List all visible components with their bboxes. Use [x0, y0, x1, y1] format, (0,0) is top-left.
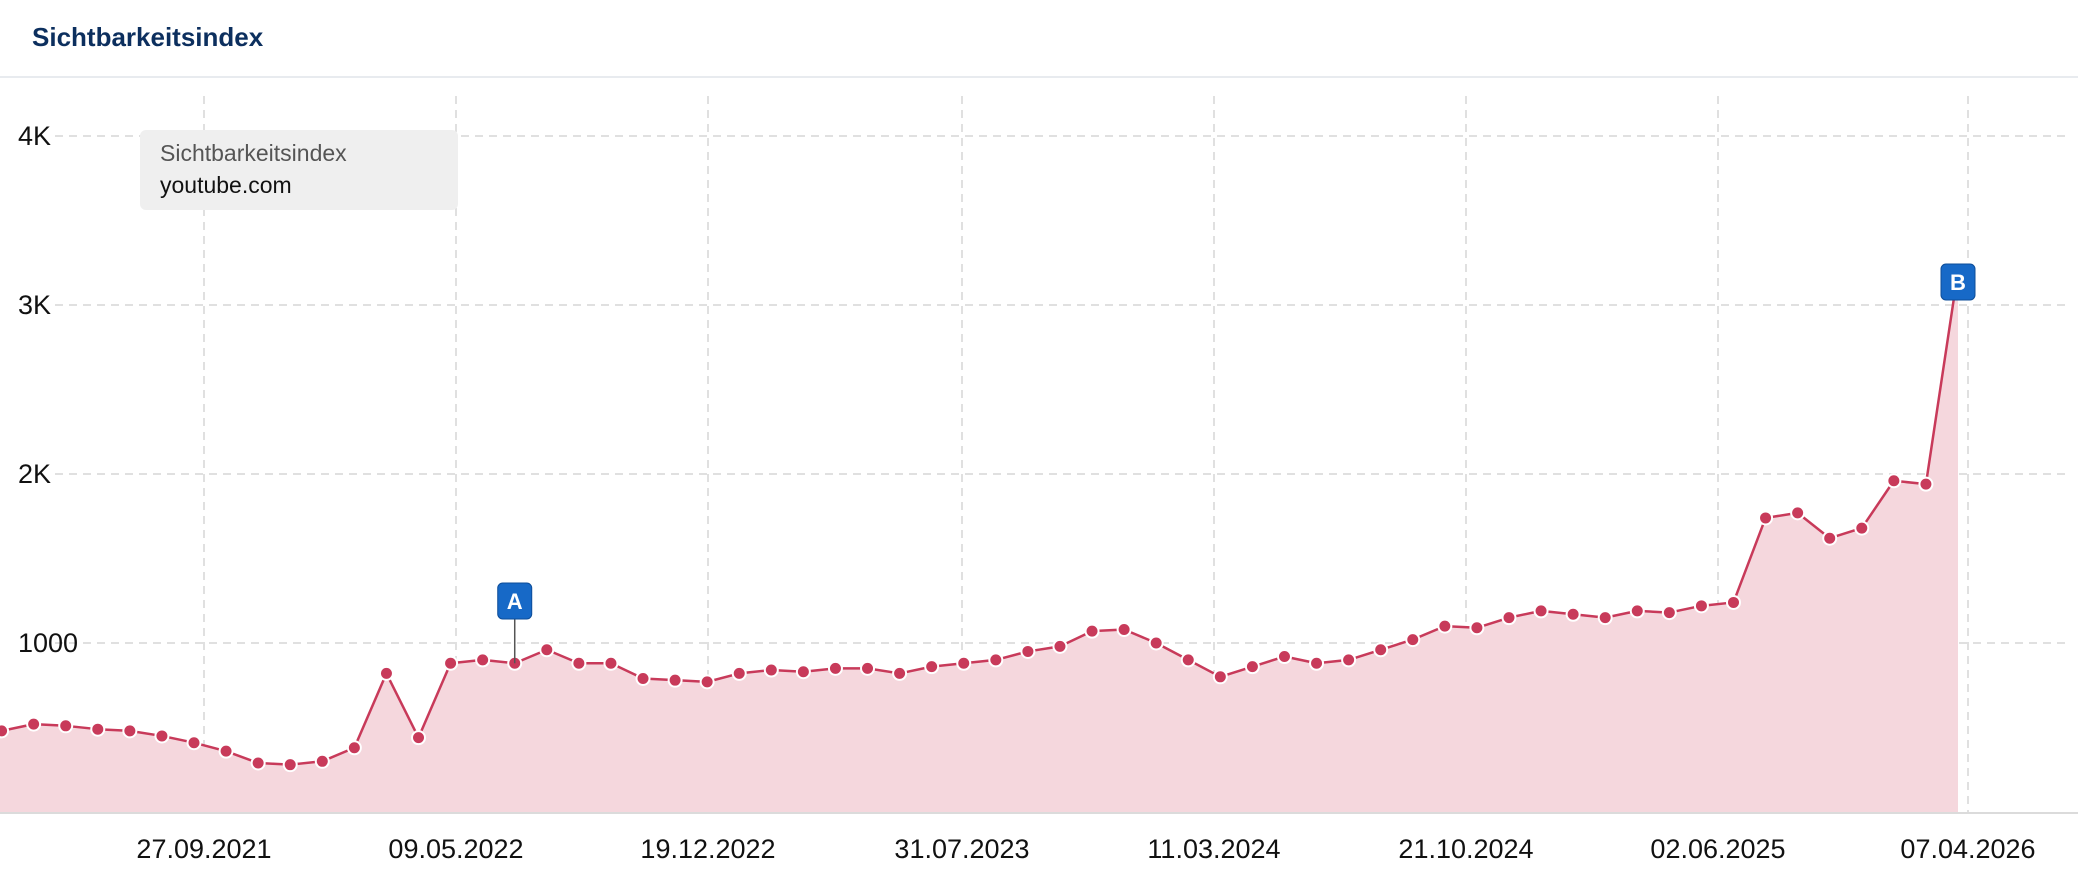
chart-title: Sichtbarkeitsindex	[32, 22, 264, 52]
data-point[interactable]	[1405, 632, 1421, 648]
data-point[interactable]	[1758, 510, 1774, 526]
data-point[interactable]	[1693, 598, 1709, 614]
data-point[interactable]	[314, 753, 330, 769]
y-tick-label: 4K	[18, 121, 51, 151]
data-point[interactable]	[1854, 520, 1870, 536]
series-area	[0, 271, 1958, 812]
data-point[interactable]	[1276, 649, 1292, 665]
annotation-marker-b[interactable]	[1940, 263, 1976, 301]
data-point[interactable]	[1020, 643, 1036, 659]
x-tick-label: 07.04.2026	[1900, 834, 2035, 864]
x-tick-label: 09.05.2022	[388, 834, 523, 864]
x-tick-label: 02.06.2025	[1650, 834, 1785, 864]
data-point[interactable]	[1116, 621, 1132, 637]
data-point[interactable]	[731, 665, 747, 681]
data-point[interactable]	[378, 665, 394, 681]
data-point[interactable]	[667, 672, 683, 688]
x-tick-label: 11.03.2024	[1147, 834, 1280, 864]
tooltip-domain: youtube.com	[160, 172, 292, 198]
y-tick-label: 1000	[18, 628, 78, 658]
data-point[interactable]	[1725, 594, 1741, 610]
x-tick-label: 21.10.2024	[1398, 834, 1533, 864]
data-point[interactable]	[699, 674, 715, 690]
tooltip-title: Sichtbarkeitsindex	[160, 140, 347, 166]
data-point[interactable]	[924, 659, 940, 675]
data-point[interactable]	[1661, 605, 1677, 621]
data-point[interactable]	[1084, 623, 1100, 639]
annotation-marker-a[interactable]	[497, 582, 533, 620]
data-point[interactable]	[1918, 476, 1934, 492]
data-point[interactable]	[58, 718, 74, 734]
data-point[interactable]	[411, 730, 427, 746]
data-point[interactable]	[1469, 620, 1485, 636]
data-point[interactable]	[539, 642, 555, 658]
data-point[interactable]	[1533, 603, 1549, 619]
data-point[interactable]	[1597, 610, 1613, 626]
data-point[interactable]	[1180, 652, 1196, 668]
data-point[interactable]	[1790, 505, 1806, 521]
y-tick-label: 3K	[18, 290, 51, 320]
annotation-label: A	[507, 589, 523, 614]
data-point[interactable]	[26, 716, 42, 732]
data-point[interactable]	[988, 652, 1004, 668]
data-point[interactable]	[1212, 669, 1228, 685]
data-point[interactable]	[1244, 659, 1260, 675]
data-point[interactable]	[1052, 638, 1068, 654]
x-tick-label: 19.12.2022	[640, 834, 775, 864]
data-point[interactable]	[443, 655, 459, 671]
data-point[interactable]	[475, 652, 491, 668]
data-point[interactable]	[1341, 652, 1357, 668]
data-point[interactable]	[1501, 610, 1517, 626]
data-point[interactable]	[90, 721, 106, 737]
data-point[interactable]	[218, 743, 234, 759]
data-point[interactable]	[186, 735, 202, 751]
card-header: Sichtbarkeitsindex	[0, 0, 2078, 78]
data-point[interactable]	[956, 655, 972, 671]
data-point[interactable]	[1565, 606, 1581, 622]
data-point[interactable]	[795, 664, 811, 680]
data-point[interactable]	[571, 655, 587, 671]
data-point[interactable]	[827, 660, 843, 676]
data-point[interactable]	[282, 757, 298, 773]
annotation-label: B	[1950, 270, 1966, 295]
data-point[interactable]	[1309, 655, 1325, 671]
data-point[interactable]	[154, 728, 170, 744]
data-point[interactable]	[1886, 473, 1902, 489]
data-point[interactable]	[0, 723, 10, 739]
chart-tooltip: Sichtbarkeitsindex youtube.com	[140, 130, 458, 210]
data-point[interactable]	[1822, 530, 1838, 546]
data-point[interactable]	[1148, 635, 1164, 651]
y-tick-label: 2K	[18, 459, 51, 489]
data-point[interactable]	[1373, 642, 1389, 658]
data-point[interactable]	[1437, 618, 1453, 634]
x-tick-label: 31.07.2023	[894, 834, 1029, 864]
data-point[interactable]	[603, 655, 619, 671]
data-point[interactable]	[122, 723, 138, 739]
x-tick-label: 27.09.2021	[136, 834, 271, 864]
data-point[interactable]	[1629, 603, 1645, 619]
data-point[interactable]	[250, 755, 266, 771]
data-point[interactable]	[860, 660, 876, 676]
data-point[interactable]	[346, 740, 362, 756]
data-point[interactable]	[892, 665, 908, 681]
data-point[interactable]	[635, 670, 651, 686]
data-point[interactable]	[763, 662, 779, 678]
